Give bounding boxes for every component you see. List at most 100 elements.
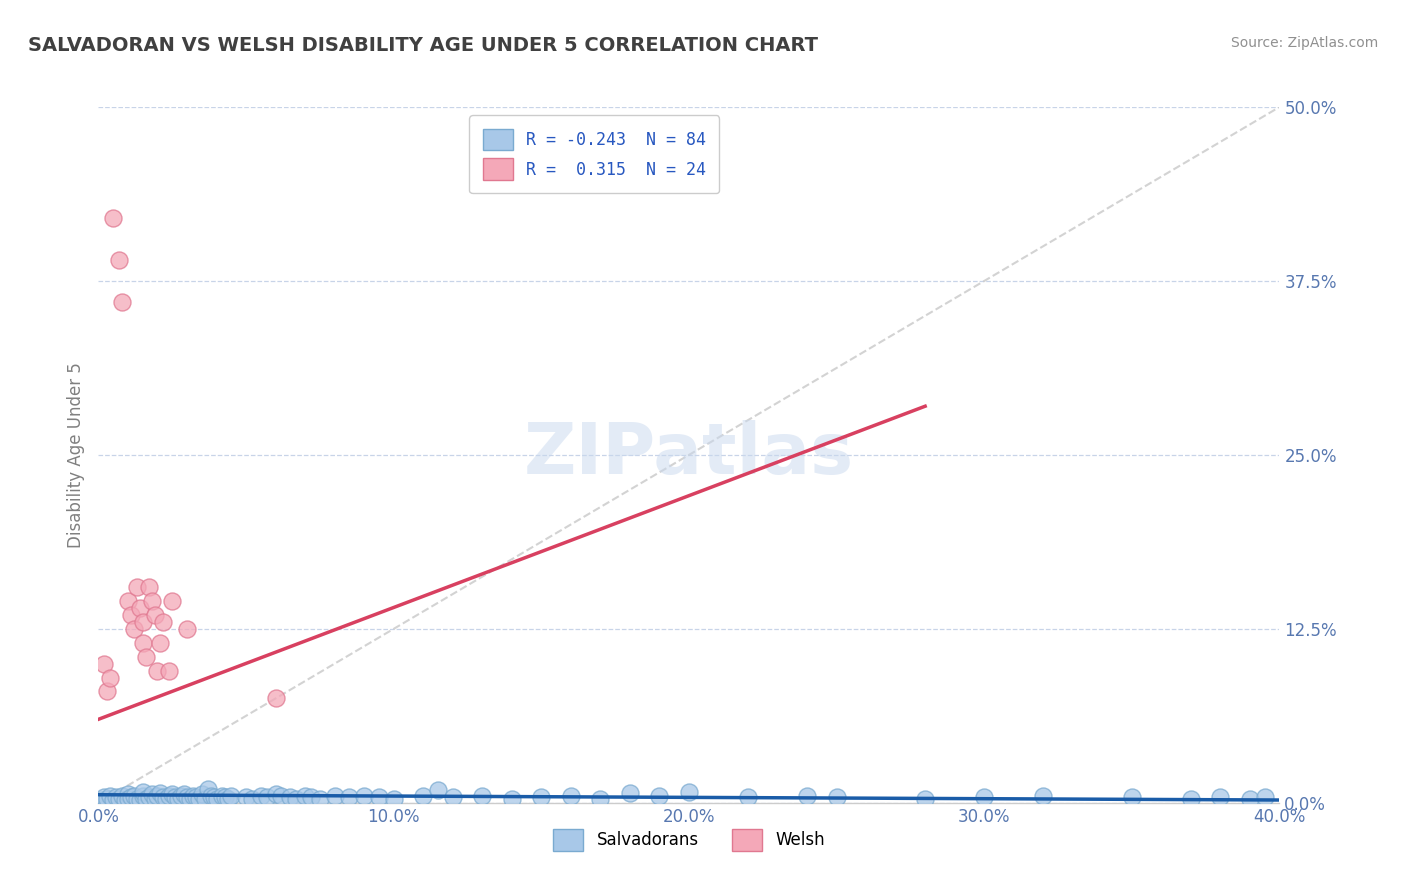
Legend: Salvadorans, Welsh: Salvadorans, Welsh <box>540 816 838 864</box>
Point <box>1209 790 1232 805</box>
Point <box>217 791 239 805</box>
Point <box>122 622 145 636</box>
Point <box>128 601 150 615</box>
Point <box>157 664 180 678</box>
Point <box>132 636 155 650</box>
Point <box>589 791 612 805</box>
Point <box>353 789 375 803</box>
Point <box>128 793 150 807</box>
Point <box>108 791 131 805</box>
Point <box>250 789 273 803</box>
Point <box>181 789 204 803</box>
Point <box>648 789 671 803</box>
Point <box>120 790 142 805</box>
Point <box>111 294 134 309</box>
Point <box>135 791 157 805</box>
Point <box>165 790 187 805</box>
Point <box>412 789 434 803</box>
Point <box>184 790 207 805</box>
Point <box>135 649 157 664</box>
Point <box>143 791 166 805</box>
Point <box>149 636 172 650</box>
Point <box>200 789 222 803</box>
Point <box>105 790 128 805</box>
Point <box>205 791 228 805</box>
Text: Source: ZipAtlas.com: Source: ZipAtlas.com <box>1230 36 1378 50</box>
Point <box>221 789 243 803</box>
Point <box>103 211 125 226</box>
Point <box>825 790 848 805</box>
Point <box>1254 790 1277 805</box>
Point <box>368 790 391 805</box>
Point <box>270 789 292 803</box>
Point <box>1239 791 1261 805</box>
Point <box>162 788 183 802</box>
Point <box>309 791 332 805</box>
Point <box>560 789 582 803</box>
Point <box>191 788 214 802</box>
Point <box>294 789 316 803</box>
Point <box>176 790 198 805</box>
Point <box>117 791 139 805</box>
Point <box>167 791 190 805</box>
Point <box>256 790 278 805</box>
Point <box>323 789 346 803</box>
Point <box>1032 789 1054 803</box>
Point <box>285 791 308 805</box>
Point <box>96 684 118 698</box>
Text: ZIPatlas: ZIPatlas <box>524 420 853 490</box>
Point <box>796 789 818 803</box>
Point <box>280 790 302 805</box>
Point <box>240 791 263 805</box>
Point <box>132 785 155 799</box>
Point <box>157 789 180 803</box>
Point <box>152 790 174 805</box>
Point <box>197 781 219 796</box>
Point <box>93 790 115 805</box>
Point <box>117 594 139 608</box>
Point <box>96 791 118 805</box>
Point <box>427 783 450 797</box>
Point <box>179 791 201 805</box>
Point <box>125 580 148 594</box>
Point <box>1180 791 1202 805</box>
Point <box>146 789 169 803</box>
Point <box>914 791 936 805</box>
Point <box>202 790 225 805</box>
Point <box>339 790 361 805</box>
Point <box>111 789 134 803</box>
Point <box>441 790 464 805</box>
Point <box>98 671 121 685</box>
Point <box>138 580 160 594</box>
Point <box>132 789 155 803</box>
Point <box>125 791 148 805</box>
Point <box>176 622 198 636</box>
Point <box>501 791 523 805</box>
Point <box>678 785 700 799</box>
Point <box>471 789 494 803</box>
Point <box>194 791 217 805</box>
Point <box>93 657 115 671</box>
Point <box>155 791 177 805</box>
Point <box>120 607 142 622</box>
Point <box>141 594 163 608</box>
Point <box>264 691 287 706</box>
Point <box>170 789 193 803</box>
Point <box>149 786 172 800</box>
Point <box>1121 790 1143 805</box>
Point <box>114 793 136 807</box>
Point <box>122 789 145 803</box>
Point <box>108 253 131 268</box>
Point <box>90 793 112 807</box>
Point <box>235 790 257 805</box>
Point <box>141 788 163 802</box>
Point <box>264 788 287 802</box>
Point <box>382 791 405 805</box>
Point <box>117 788 139 802</box>
Point <box>146 664 169 678</box>
Point <box>162 594 183 608</box>
Point <box>619 786 641 800</box>
Point <box>211 789 233 803</box>
Point <box>299 790 322 805</box>
Point <box>973 790 995 805</box>
